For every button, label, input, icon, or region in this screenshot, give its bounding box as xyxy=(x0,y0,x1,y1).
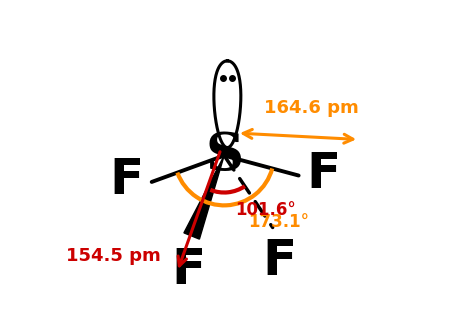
Text: 154.5 pm: 154.5 pm xyxy=(66,247,161,265)
Text: 173.1°: 173.1° xyxy=(248,213,310,231)
Text: 101.6°: 101.6° xyxy=(235,201,296,219)
Text: S: S xyxy=(205,130,243,181)
Text: 164.6 pm: 164.6 pm xyxy=(264,99,358,117)
Text: F: F xyxy=(171,246,206,294)
Text: F: F xyxy=(109,156,144,204)
Text: F: F xyxy=(307,150,341,198)
Polygon shape xyxy=(184,156,224,239)
Text: F: F xyxy=(262,237,296,285)
Polygon shape xyxy=(214,61,241,147)
